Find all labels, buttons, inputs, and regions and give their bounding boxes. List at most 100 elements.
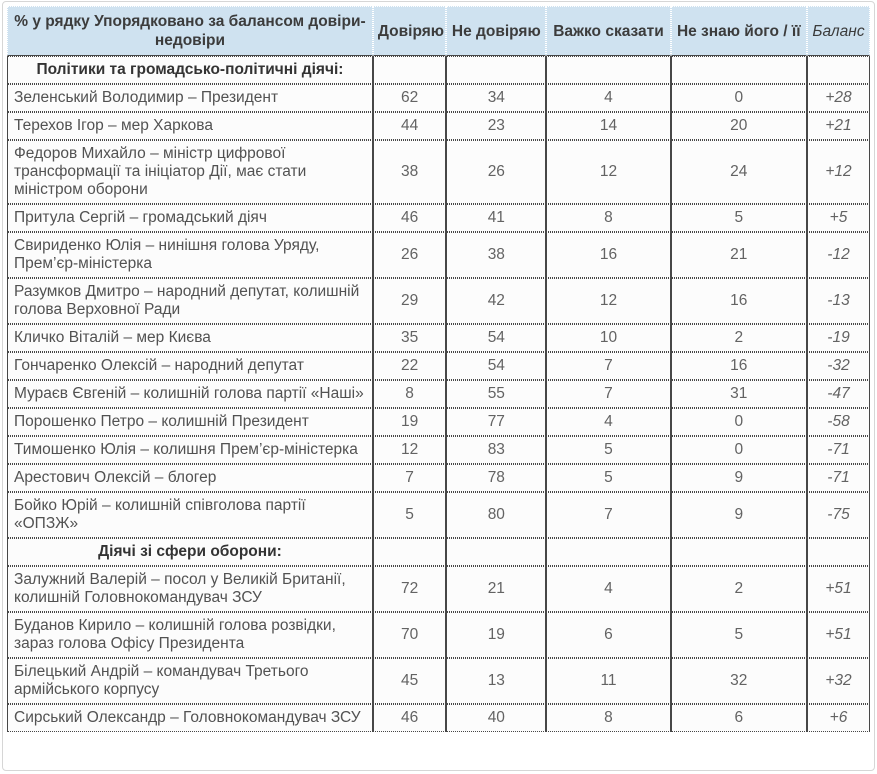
value-cell: 77 <box>446 408 547 436</box>
table-row: Мураєв Євгеній – колишній голова партії … <box>7 380 870 408</box>
value-cell: 4 <box>546 84 671 112</box>
value-cell: 5 <box>546 464 671 492</box>
table-row: Сирський Олександр – Головнокомандувач З… <box>7 704 870 732</box>
empty-cell <box>446 56 547 84</box>
value-cell: 14 <box>546 112 671 140</box>
table-row: Білецький Андрій – командувач Третього а… <box>7 658 870 704</box>
table-row: Арестович Олексій – блогер 7 78 5 9 -71 <box>7 464 870 492</box>
balance-cell: +32 <box>806 658 870 704</box>
balance-cell: +6 <box>806 704 870 732</box>
value-cell: 35 <box>372 324 447 352</box>
value-cell: 80 <box>446 492 547 538</box>
value-cell: 12 <box>372 436 447 464</box>
person-name-cell: Кличко Віталій – мер Києва <box>7 324 373 352</box>
value-cell: 83 <box>446 436 547 464</box>
value-cell: 9 <box>670 492 807 538</box>
value-cell: 7 <box>546 380 671 408</box>
value-cell: 8 <box>372 380 447 408</box>
value-cell: 7 <box>546 492 671 538</box>
value-cell: 16 <box>670 278 807 324</box>
value-cell: 7 <box>546 352 671 380</box>
value-cell: 41 <box>446 204 547 232</box>
table-row: Гончаренко Олексій – народний депутат 22 5… <box>7 352 870 380</box>
empty-cell <box>670 56 807 84</box>
value-cell: 4 <box>546 408 671 436</box>
value-cell: 16 <box>670 352 807 380</box>
corner-header: % у рядку Упорядковано за балансом довір… <box>7 6 373 56</box>
person-name-cell: Сирський Олександр – Головнокомандувач З… <box>7 704 373 732</box>
value-cell: 4 <box>546 566 671 612</box>
value-cell: 62 <box>372 84 447 112</box>
person-name-cell: Буданов Кирило – колишній голова розвідк… <box>7 612 373 658</box>
value-cell: 11 <box>546 658 671 704</box>
value-cell: 46 <box>372 204 447 232</box>
value-cell: 31 <box>670 380 807 408</box>
value-cell: 20 <box>670 112 807 140</box>
value-cell: 8 <box>546 204 671 232</box>
value-cell: 5 <box>372 492 447 538</box>
value-cell: 9 <box>670 464 807 492</box>
person-name-cell: Зеленський Володимир – Президент <box>7 84 373 112</box>
value-cell: 12 <box>546 278 671 324</box>
person-name-cell: Арестович Олексій – блогер <box>7 464 373 492</box>
value-cell: 72 <box>372 566 447 612</box>
balance-cell: -13 <box>806 278 870 324</box>
balance-cell: +51 <box>806 566 870 612</box>
column-header-3: Важко сказати <box>546 6 671 56</box>
value-cell: 6 <box>670 704 807 732</box>
empty-cell <box>806 538 870 566</box>
section-header-row: Політики та громадсько-політичні діячі: <box>7 56 870 84</box>
value-cell: 78 <box>446 464 547 492</box>
table-row: Тимошенко Юлія – колишня Прем’єр-міністе… <box>7 436 870 464</box>
value-cell: 0 <box>670 84 807 112</box>
value-cell: 54 <box>446 324 547 352</box>
table-row: Кличко Віталій – мер Києва 35 54 10 2 -19 <box>7 324 870 352</box>
value-cell: 21 <box>446 566 547 612</box>
value-cell: 22 <box>372 352 447 380</box>
empty-cell <box>806 56 870 84</box>
section-title: Політики та громадсько-політичні діячі: <box>7 56 373 84</box>
table-row: Бойко Юрій – колишній співголова партії … <box>7 492 870 538</box>
value-cell: 26 <box>446 140 547 204</box>
table-header-row: % у рядку Упорядковано за балансом довір… <box>7 6 870 56</box>
balance-cell: -47 <box>806 380 870 408</box>
table-row: Федоров Михайло – міністр цифрової транс… <box>7 140 870 204</box>
person-name-cell: Свириденко Юлія – нинішня голова Уряду, … <box>7 232 373 278</box>
value-cell: 29 <box>372 278 447 324</box>
column-header-1: Довіряю <box>372 6 447 56</box>
balance-cell: +21 <box>806 112 870 140</box>
balance-cell: -58 <box>806 408 870 436</box>
balance-cell: -12 <box>806 232 870 278</box>
empty-cell <box>446 538 547 566</box>
table-row: Зеленський Володимир – Президент 62 34 4 0 +2… <box>7 84 870 112</box>
person-name-cell: Порошенко Петро – колишній Президент <box>7 408 373 436</box>
person-name-cell: Гончаренко Олексій – народний депутат <box>7 352 373 380</box>
value-cell: 5 <box>670 204 807 232</box>
empty-cell <box>670 538 807 566</box>
person-name-cell: Мураєв Євгеній – колишній голова партії … <box>7 380 373 408</box>
value-cell: 42 <box>446 278 547 324</box>
value-cell: 38 <box>372 140 447 204</box>
column-header-5: Баланс <box>806 6 870 56</box>
section-title: Діячі зі сфери оборони: <box>7 538 373 566</box>
balance-cell: +12 <box>806 140 870 204</box>
table-row: Притула Сергій – громадський діяч 46 41 8 5 +… <box>7 204 870 232</box>
value-cell: 0 <box>670 436 807 464</box>
value-cell: 8 <box>546 704 671 732</box>
section-header-row: Діячі зі сфери оборони: <box>7 538 870 566</box>
trust-balance-table: % у рядку Упорядковано за балансом довір… <box>7 6 870 732</box>
value-cell: 40 <box>446 704 547 732</box>
value-cell: 26 <box>372 232 447 278</box>
value-cell: 7 <box>372 464 447 492</box>
value-cell: 5 <box>546 436 671 464</box>
person-name-cell: Білецький Андрій – командувач Третього а… <box>7 658 373 704</box>
balance-cell: +28 <box>806 84 870 112</box>
table-row: Залужний Валерій – посол у Великій Брита… <box>7 566 870 612</box>
empty-cell <box>372 538 447 566</box>
balance-cell: +51 <box>806 612 870 658</box>
value-cell: 38 <box>446 232 547 278</box>
person-name-cell: Бойко Юрій – колишній співголова партії … <box>7 492 373 538</box>
table-row: Свириденко Юлія – нинішня голова Уряду, … <box>7 232 870 278</box>
person-name-cell: Федоров Михайло – міністр цифрової транс… <box>7 140 373 204</box>
